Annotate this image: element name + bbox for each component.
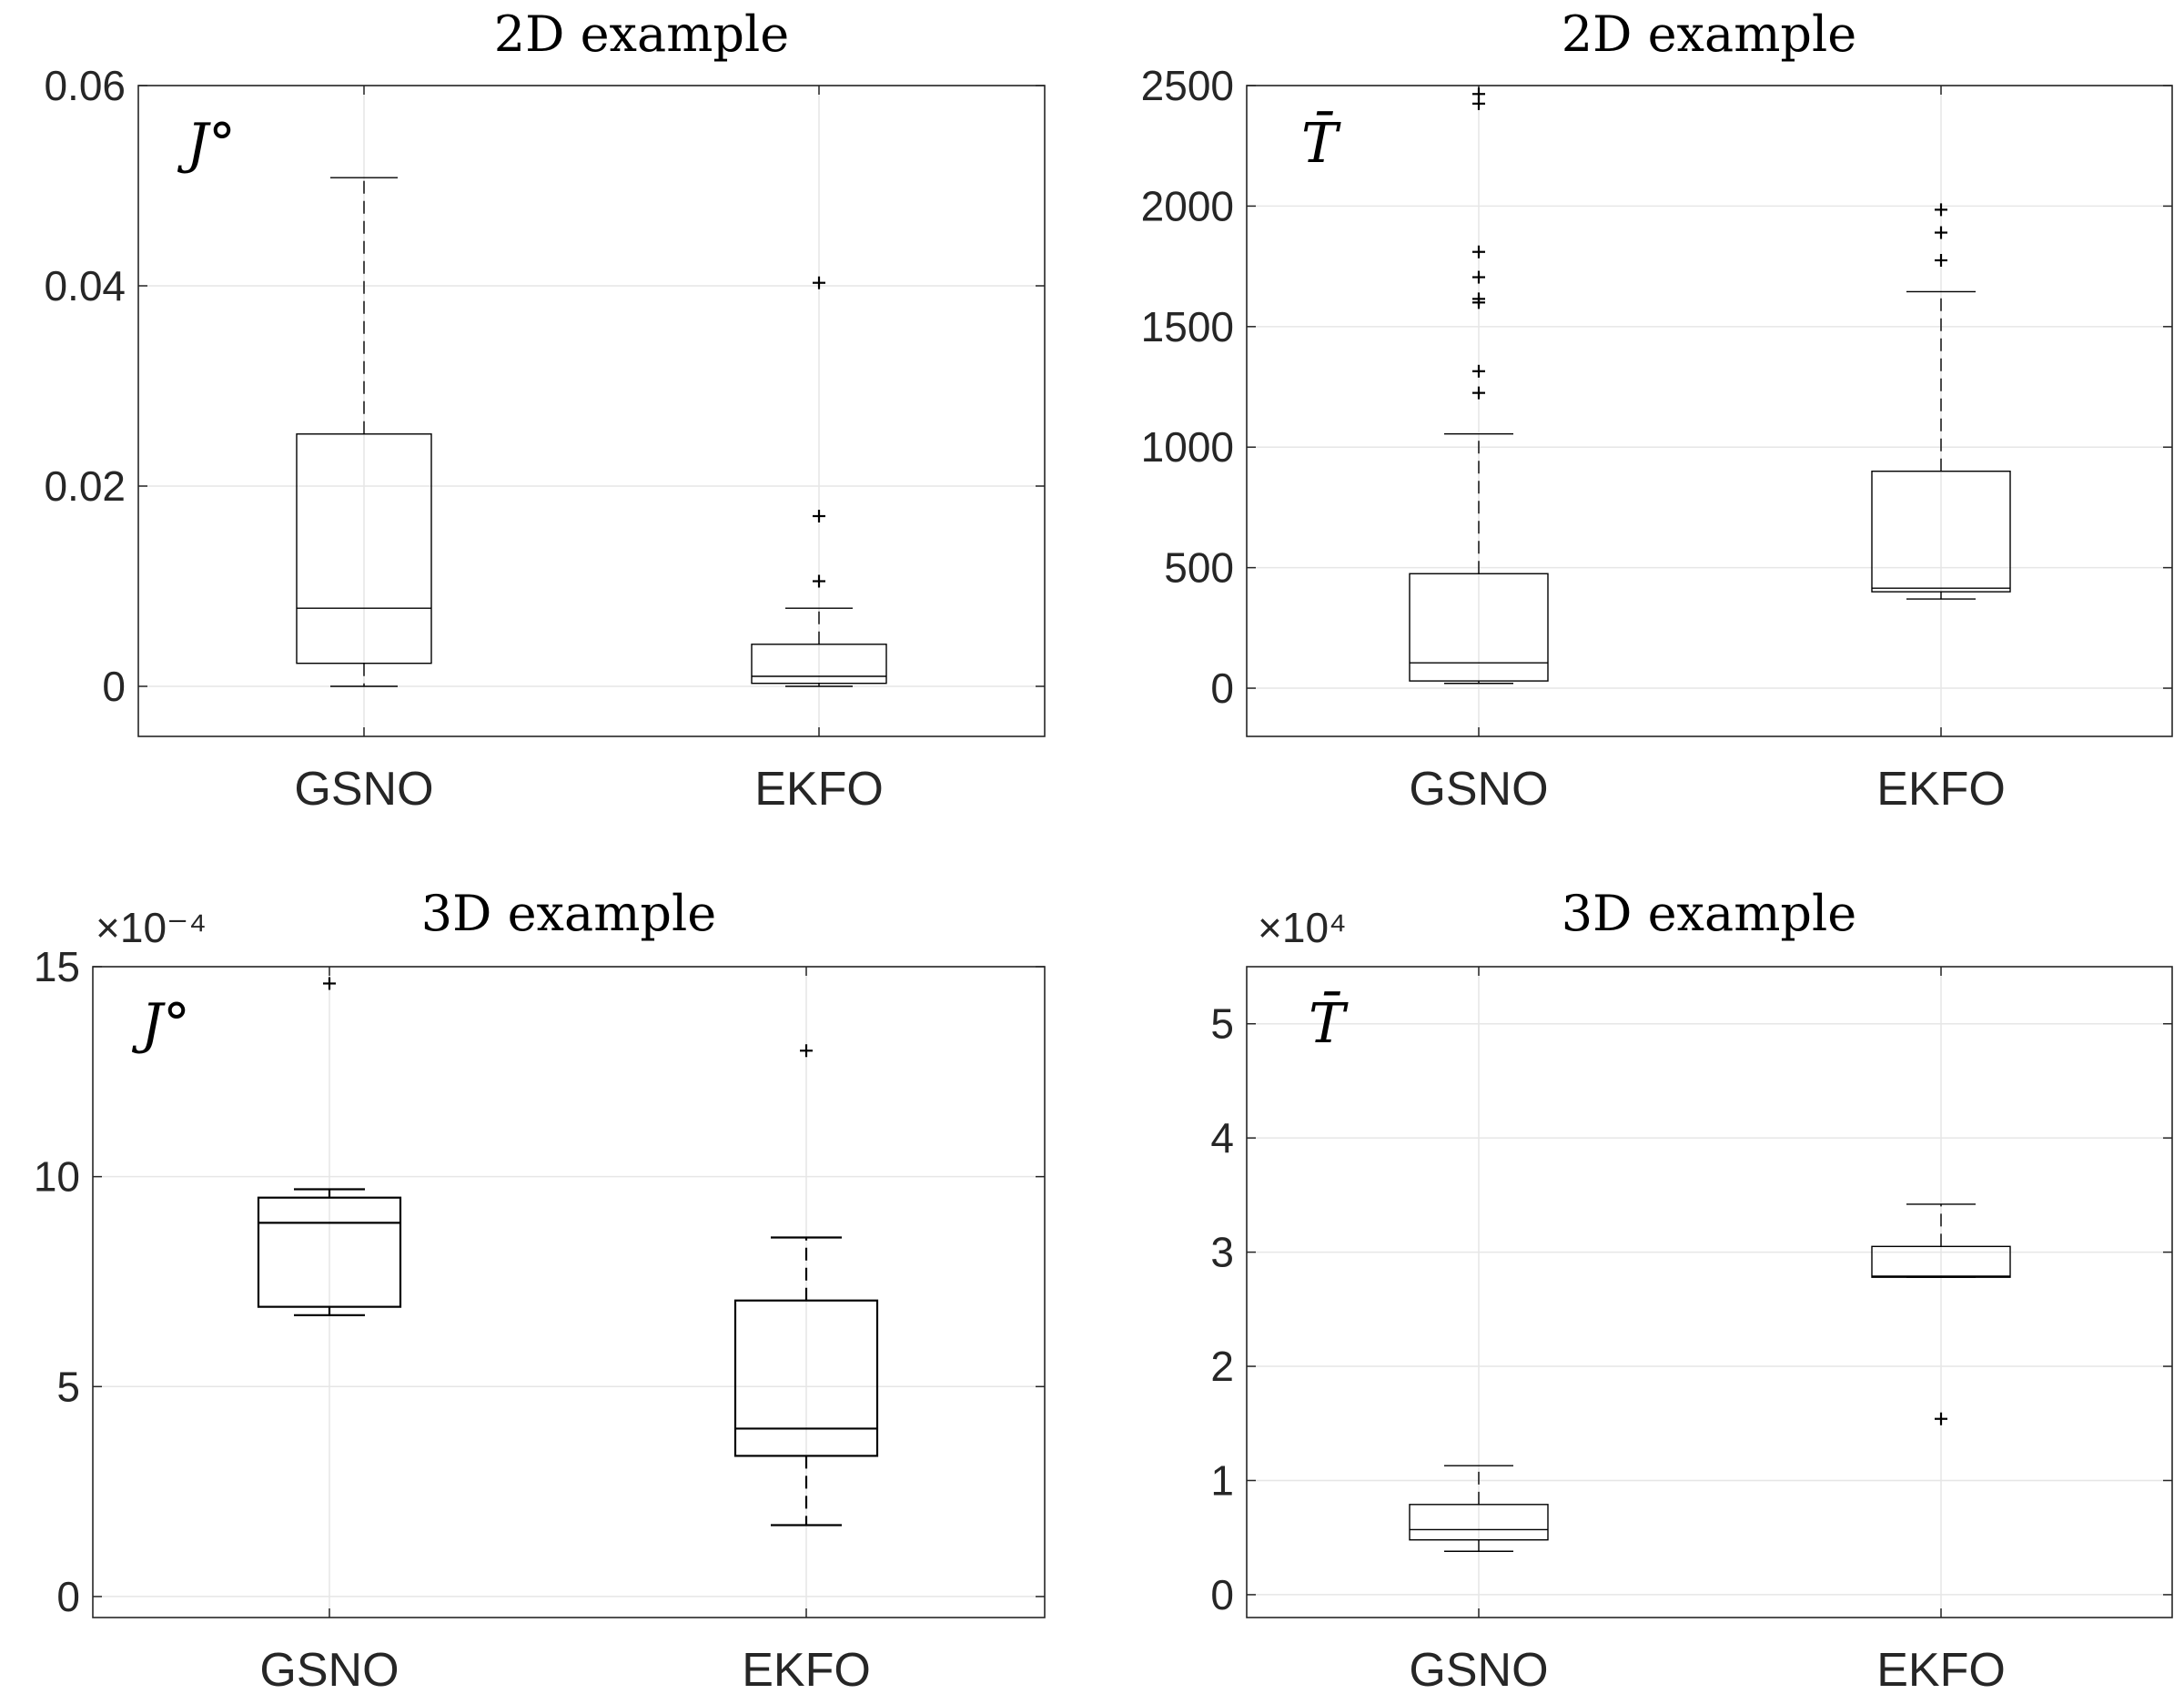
axis-annotation: T̄	[1309, 991, 1349, 1056]
box-iqr	[733, 1299, 879, 1457]
x-tick-label-gsno: GSNO	[1409, 763, 1548, 816]
outlier-marker	[813, 574, 825, 588]
box-ekfo	[733, 1044, 879, 1526]
x-tick-label-gsno: GSNO	[294, 763, 433, 816]
box-gsno	[257, 977, 402, 1316]
plot-area	[1247, 967, 2172, 1618]
outlier-marker	[1935, 253, 1947, 267]
y-tick-label: 15	[34, 943, 80, 990]
x-tick-label-ekfo: EKFO	[1876, 1644, 2006, 1697]
outlier-marker	[323, 977, 336, 990]
y-tick-label: 0.02	[44, 462, 126, 510]
y-tick-label: 1	[1210, 1456, 1234, 1504]
box-gsno	[1409, 87, 1549, 685]
chart-title: 3D example	[421, 885, 716, 942]
chart-title: 3D example	[1562, 885, 1856, 942]
outlier-marker	[813, 276, 825, 289]
x-tick-label-gsno: GSNO	[259, 1644, 399, 1697]
box-iqr	[1871, 1245, 2011, 1278]
chart-title: 2D example	[1562, 5, 1856, 63]
chart-panel-2: 0 500 1000 1500 2000 2500 GSNO EKFO 2D example T̄	[1141, 5, 2173, 816]
outlier-marker	[1935, 203, 1947, 217]
x-tick-label-gsno: GSNO	[1409, 1644, 1548, 1697]
axes-frame	[137, 85, 1046, 737]
y-tick-label: 2500	[1141, 62, 1234, 109]
outlier-marker	[800, 1044, 813, 1058]
chart-panel-1: 0 0.02 0.04 0.06 GSNO EKFO 2D example J°	[44, 5, 1046, 816]
box-gsno	[1409, 1465, 1549, 1552]
axes-frame	[1246, 85, 2173, 737]
y-tick-label: 2	[1210, 1343, 1234, 1390]
axis-exponent-label: ×10⁴	[1258, 904, 1347, 951]
axis-annotation: T̄	[1301, 111, 1341, 176]
plot-area	[1247, 86, 2172, 736]
box-gsno	[296, 177, 432, 687]
outlier-marker	[1935, 226, 1947, 239]
outlier-marker	[1472, 270, 1485, 284]
box-iqr	[1409, 1504, 1549, 1541]
y-tick-label: 5	[1210, 1000, 1234, 1048]
outlier-marker	[1472, 386, 1485, 400]
chart-title: 2D example	[494, 5, 789, 63]
y-tick-label: 2000	[1141, 182, 1234, 229]
outlier-marker	[1472, 245, 1485, 259]
y-tick-label: 1500	[1141, 303, 1234, 350]
y-tick-label: 10	[34, 1153, 80, 1201]
y-tick-label: 3	[1210, 1229, 1234, 1276]
box-iqr	[296, 433, 432, 664]
x-tick-label-ekfo: EKFO	[754, 763, 884, 816]
outlier-marker	[1472, 87, 1485, 101]
y-tick-label: 0.06	[44, 62, 126, 109]
axis-annotation: J°	[177, 112, 236, 176]
box-ekfo	[1871, 1203, 2011, 1425]
box-ekfo	[751, 276, 887, 687]
outlier-marker	[1472, 364, 1485, 378]
y-tick-label: 0	[56, 1573, 80, 1620]
box-iqr	[751, 644, 887, 685]
y-tick-label: 500	[1164, 544, 1234, 592]
box-ekfo	[1871, 203, 2011, 600]
outlier-marker	[813, 510, 825, 522]
box-iqr	[1871, 471, 2011, 593]
outlier-marker	[1935, 1412, 1947, 1425]
plot-area	[93, 967, 1045, 1618]
x-tick-label-ekfo: EKFO	[742, 1644, 871, 1697]
y-tick-label: 0.04	[44, 262, 126, 309]
y-tick-label: 0	[102, 663, 126, 710]
axis-exponent-label: ×10⁻⁴	[96, 904, 207, 951]
axes-frame	[1246, 966, 2173, 1618]
chart-panel-4: 0 1 2 3 4 5 GSNO EKFO 3D example T̄ ×10⁴	[1210, 885, 2173, 1697]
chart-panel-3: 0 5 10 15 GSNO EKFO 3D example J° ×10⁻⁴	[34, 885, 1046, 1697]
box-iqr	[1409, 573, 1549, 682]
y-tick-label: 0	[1210, 1571, 1234, 1618]
y-tick-label: 4	[1210, 1114, 1234, 1161]
axes-frame	[92, 966, 1046, 1618]
x-tick-label-ekfo: EKFO	[1876, 763, 2006, 816]
y-tick-label: 0	[1210, 664, 1234, 712]
axis-annotation: J°	[131, 992, 190, 1056]
y-tick-label: 5	[56, 1363, 80, 1410]
plot-area	[138, 86, 1045, 736]
outlier-marker	[1472, 292, 1485, 306]
y-tick-label: 1000	[1141, 423, 1234, 471]
box-iqr	[257, 1196, 402, 1308]
